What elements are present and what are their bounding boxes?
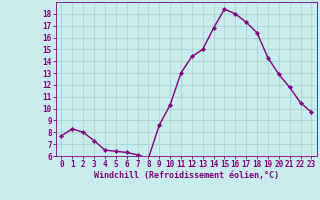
X-axis label: Windchill (Refroidissement éolien,°C): Windchill (Refroidissement éolien,°C) <box>94 171 279 180</box>
